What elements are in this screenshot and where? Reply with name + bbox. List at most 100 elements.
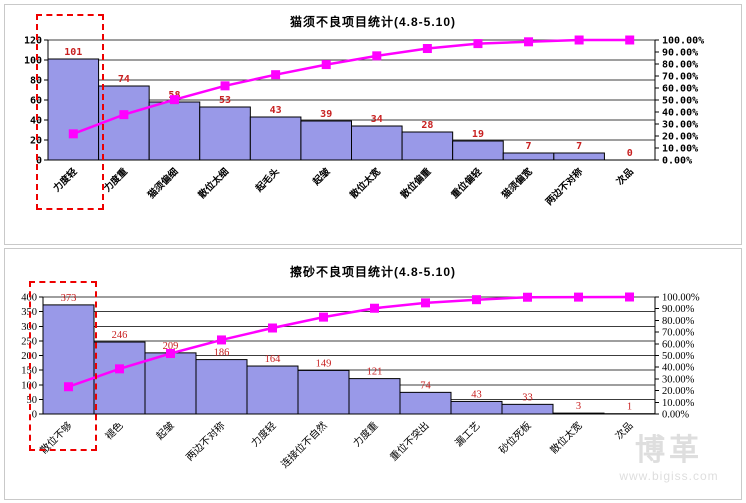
highlight-box-top-defects-2 bbox=[29, 281, 97, 451]
cumulative-marker bbox=[271, 70, 281, 80]
bar bbox=[502, 152, 555, 161]
bar bbox=[552, 412, 605, 415]
y-tick-label: 20 bbox=[30, 136, 42, 147]
x-category-label: 两边不对称 bbox=[183, 419, 228, 464]
bar-value-label: 164 bbox=[265, 354, 282, 365]
y-tick-label: 0 bbox=[32, 410, 37, 421]
bar bbox=[348, 378, 401, 415]
x-category-label: 砂位死板 bbox=[496, 419, 533, 456]
y2-tick-label: 90.00% bbox=[662, 304, 695, 315]
bar-value-label: 373 bbox=[61, 293, 77, 304]
y2-tick-label: 70.00% bbox=[662, 72, 698, 83]
bar-value-label: 246 bbox=[112, 330, 128, 341]
cumulative-marker bbox=[119, 110, 129, 120]
bar bbox=[300, 120, 352, 161]
bar-value-label: 1 bbox=[627, 402, 632, 413]
bar bbox=[246, 365, 299, 415]
cumulative-marker bbox=[472, 295, 481, 305]
watermark-logo: 博革 bbox=[635, 434, 703, 467]
bar-value-label: 43 bbox=[270, 105, 282, 116]
bar bbox=[148, 101, 201, 161]
y2-tick-label: 100.00% bbox=[662, 293, 700, 304]
bar-value-label: 33 bbox=[522, 392, 533, 403]
y-tick-label: 0 bbox=[36, 156, 42, 167]
bar-value-label: 19 bbox=[472, 129, 484, 140]
cumulative-marker bbox=[115, 364, 124, 374]
y2-tick-label: 80.00% bbox=[662, 316, 695, 327]
cumulative-marker bbox=[422, 44, 432, 54]
bar-value-label: 209 bbox=[163, 341, 179, 352]
bar-value-label: 101 bbox=[64, 47, 82, 58]
y2-tick-label: 30.00% bbox=[662, 120, 698, 131]
y2-tick-label: 100.00% bbox=[662, 36, 704, 47]
x-category-label: 散位偏重 bbox=[398, 165, 434, 201]
cumulative-marker bbox=[68, 129, 78, 139]
cumulative-marker bbox=[421, 298, 430, 308]
bar-value-label: 39 bbox=[320, 109, 332, 120]
bar bbox=[351, 125, 403, 161]
y2-tick-label: 10.00% bbox=[662, 144, 698, 155]
bar-value-label: 74 bbox=[420, 380, 431, 391]
y-tick-label: 100 bbox=[24, 56, 42, 67]
bar bbox=[553, 152, 605, 161]
cumulative-marker bbox=[370, 303, 379, 313]
bar bbox=[199, 106, 251, 161]
cumulative-marker bbox=[220, 81, 230, 91]
x-category-label: 散位太宽 bbox=[547, 419, 584, 456]
bar-value-label: 0 bbox=[627, 148, 633, 159]
cumulative-marker bbox=[64, 382, 73, 392]
bar-value-label: 28 bbox=[421, 120, 433, 131]
x-category-label: 重位不突出 bbox=[387, 419, 432, 464]
y2-tick-label: 20.00% bbox=[662, 386, 695, 397]
bar-value-label: 186 bbox=[214, 348, 230, 359]
cumulative-marker bbox=[166, 349, 175, 359]
cumulative-marker bbox=[625, 35, 635, 45]
bar-value-label: 53 bbox=[219, 95, 231, 106]
cumulative-marker bbox=[523, 292, 532, 302]
y-tick-label: 80 bbox=[30, 76, 42, 87]
bar bbox=[144, 352, 197, 415]
y-tick-label: 50 bbox=[27, 395, 38, 406]
pareto-chart-1: 0 20 40 60 80 100 120 0.00%10.00%20.00%30.00%40… bbox=[24, 35, 704, 208]
y2-tick-label: 10.00% bbox=[662, 398, 695, 409]
y2-tick-label: 20.00% bbox=[662, 132, 698, 143]
bar bbox=[452, 140, 504, 161]
y2-tick-label: 60.00% bbox=[662, 84, 698, 95]
y2-tick-label: 40.00% bbox=[662, 363, 695, 374]
x-category-label: 次品 bbox=[614, 166, 636, 188]
x-category-label: 连接位不自然 bbox=[278, 419, 330, 471]
watermark-url: www.bigiss.com bbox=[619, 469, 719, 483]
y2-tick-label: 40.00% bbox=[662, 108, 698, 119]
bar bbox=[98, 85, 150, 161]
pareto-chart-2: 0501001502002503003504000.00%10.00%20.00… bbox=[21, 292, 700, 471]
cumulative-marker bbox=[574, 35, 584, 45]
x-category-label: 两边不对称 bbox=[543, 165, 585, 207]
cumulative-marker bbox=[625, 292, 634, 302]
highlight-box-top-defects-1 bbox=[36, 14, 104, 210]
cumulative-marker bbox=[321, 60, 331, 70]
x-category-label: 起毛头 bbox=[252, 165, 282, 195]
bar bbox=[249, 116, 302, 161]
bar bbox=[47, 58, 100, 161]
cumulative-marker bbox=[217, 335, 226, 345]
x-category-label: 力度重 bbox=[350, 419, 380, 449]
y2-tick-label: 70.00% bbox=[662, 328, 695, 339]
chart-title-1: 猫须不良项目统计(4.8-5.10) bbox=[289, 15, 457, 29]
y-tick-label: 120 bbox=[24, 36, 42, 47]
chart-title-2: 擦砂不良项目统计(4.8-5.10) bbox=[289, 265, 457, 279]
x-category-label: 褪色 bbox=[102, 419, 125, 442]
bar-value-label: 7 bbox=[576, 141, 582, 152]
bar bbox=[195, 359, 248, 415]
cumulative-marker bbox=[372, 51, 382, 61]
y-tick-label: 40 bbox=[30, 116, 42, 127]
bar-value-label: 74 bbox=[118, 74, 130, 85]
cumulative-marker bbox=[473, 39, 483, 49]
bar bbox=[450, 400, 503, 415]
y2-tick-label: 50.00% bbox=[662, 96, 698, 107]
x-category-label: 起皱 bbox=[153, 419, 176, 442]
x-category-label: 力度轻 bbox=[248, 419, 278, 449]
bar-value-label: 34 bbox=[371, 114, 383, 125]
cumulative-marker bbox=[574, 292, 583, 302]
x-category-label: 起皱 bbox=[310, 165, 333, 188]
bar bbox=[93, 341, 146, 415]
